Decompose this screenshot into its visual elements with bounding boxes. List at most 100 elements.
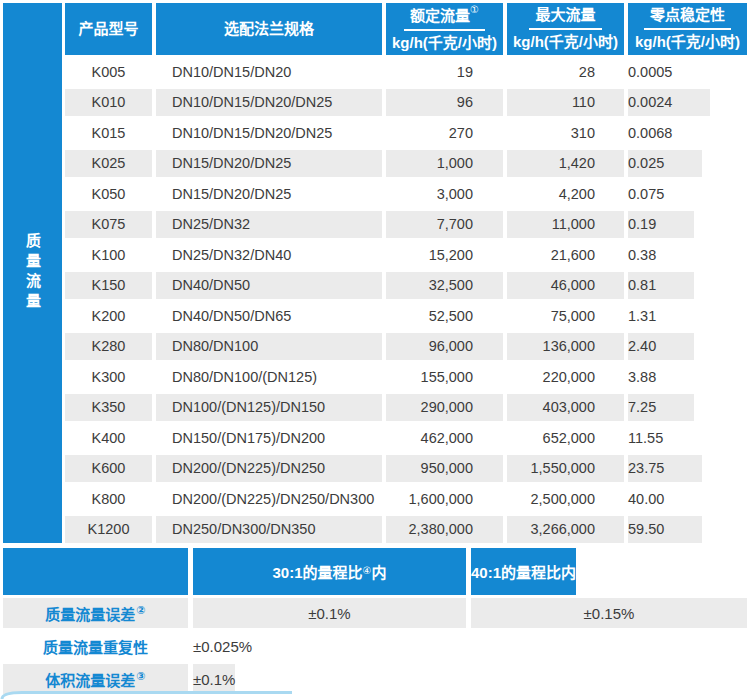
flange-cell: DN40/DN50/DN65 <box>156 302 382 330</box>
max-flow-cell: 28 <box>507 58 624 86</box>
turndown-header-row: 30:1的量程比④内 40:1的量程比内 <box>3 548 747 595</box>
mass-flow-error-value-30: ±0.1% <box>193 598 466 628</box>
model-cell: K015 <box>65 119 152 147</box>
rated-flow-cell: 270 <box>386 119 503 147</box>
model-cell: K400 <box>65 424 152 452</box>
zero-stability-cell: 0.075 <box>628 180 702 208</box>
rated-flow-cell: 7,700 <box>386 211 503 239</box>
accuracy-section: 30:1的量程比④内 40:1的量程比内 质量流量误差② ±0.1% ±0.15… <box>3 548 747 694</box>
flange-cell: DN200/(DN225)/DN250 <box>156 455 382 483</box>
table-row: K280 DN80/DN100 96,000 136,000 2.40 <box>65 333 747 361</box>
zero-stability-cell: 0.19 <box>628 211 694 239</box>
table-row: K015 DN10/DN15/DN20/DN25 270 310 0.0068 <box>65 119 747 147</box>
max-flow-cell: 220,000 <box>507 363 624 391</box>
flange-cell: DN100/(DN125)/DN150 <box>156 394 382 422</box>
flange-cell: DN40/DN50 <box>156 272 382 300</box>
model-cell: K800 <box>65 485 152 513</box>
table-row: K400 DN150/(DN175)/DN200 462,000 652,000… <box>65 424 747 452</box>
max-flow-cell: 403,000 <box>507 394 624 422</box>
model-cell: K050 <box>65 180 152 208</box>
max-flow-cell: 3,266,000 <box>507 516 624 544</box>
flange-cell: DN10/DN15/DN20 <box>156 58 382 86</box>
max-flow-cell: 11,000 <box>507 211 624 239</box>
footnote-2-marker: ② <box>136 604 145 617</box>
table-row: K010 DN10/DN15/DN20/DN25 96 110 0.0024 <box>65 89 747 117</box>
max-flow-cell: 1,420 <box>507 150 624 178</box>
rated-flow-cell: 1,600,000 <box>386 485 503 513</box>
flange-cell: DN25/DN32/DN40 <box>156 241 382 269</box>
model-cell: K280 <box>65 333 152 361</box>
flange-cell: DN15/DN20/DN25 <box>156 180 382 208</box>
model-cell: K025 <box>65 150 152 178</box>
zero-stability-cell: 0.38 <box>628 241 694 269</box>
model-cell: K350 <box>65 394 152 422</box>
repeatability-row: 质量流量重复性 ±0.025% <box>3 632 747 660</box>
model-cell: K005 <box>65 58 152 86</box>
flange-cell: DN80/DN100 <box>156 333 382 361</box>
max-flow-cell: 110 <box>507 89 624 117</box>
zero-stability-cell: 0.025 <box>628 150 702 178</box>
table-row: K200 DN40/DN50/DN65 52,500 75,000 1.31 <box>65 302 747 330</box>
table-row: K050 DN15/DN20/DN25 3,000 4,200 0.075 <box>65 180 747 208</box>
max-flow-cell: 46,000 <box>507 272 624 300</box>
footnote-3-marker: ③ <box>136 670 145 683</box>
zero-stability-cell: 11.55 <box>628 424 701 452</box>
volume-flow-error-row: 体积流量误差③ ±0.1% <box>3 664 747 694</box>
header-zero-unit: kg/h(千克/小时) <box>635 33 740 52</box>
volume-flow-error-value: ±0.1% <box>193 664 235 694</box>
max-flow-cell: 21,600 <box>507 241 624 269</box>
table-header-row: 产品型号 选配法兰规格 额定流量① kg/h(千克/小时) 最大流量 kg/h(… <box>65 3 747 55</box>
zero-stability-cell: 3.88 <box>628 363 694 391</box>
table-row: K800 DN200/(DN225)/DN250/DN300 1,600,000… <box>65 485 747 513</box>
rated-flow-cell: 1,000 <box>386 150 503 178</box>
rated-flow-cell: 32,500 <box>386 272 503 300</box>
header-rated-unit: kg/h(千克/小时) <box>392 34 497 53</box>
zero-stability-cell: 40.00 <box>628 485 702 513</box>
flange-cell: DN80/DN100/(DN125) <box>156 363 382 391</box>
rated-flow-cell: 96 <box>386 89 503 117</box>
mass-flow-error-value-40: ±0.15% <box>471 598 747 628</box>
rated-flow-cell: 290,000 <box>386 394 503 422</box>
footnote-4-marker: ④ <box>363 565 372 576</box>
table-row: K300 DN80/DN100/(DN125) 155,000 220,000 … <box>65 363 747 391</box>
rated-flow-cell: 15,200 <box>386 241 503 269</box>
turndown-30-1-header: 30:1的量程比④内 <box>193 548 466 595</box>
table-row: K100 DN25/DN32/DN40 15,200 21,600 0.38 <box>65 241 747 269</box>
rated-flow-cell: 155,000 <box>386 363 503 391</box>
zero-stability-cell: 7.25 <box>628 394 694 422</box>
spec-table-section: 质量流量 产品型号 选配法兰规格 额定流量① kg/h(千克/小时) 最大流量 … <box>3 3 747 543</box>
zero-stability-cell: 59.50 <box>628 516 702 544</box>
max-flow-cell: 652,000 <box>507 424 624 452</box>
flange-cell: DN150/(DN175)/DN200 <box>156 424 382 452</box>
header-max-flow: 最大流量 kg/h(千克/小时) <box>507 3 624 55</box>
zero-stability-cell: 1.31 <box>628 302 694 330</box>
max-flow-cell: 75,000 <box>507 302 624 330</box>
flow-spec-table: 产品型号 选配法兰规格 额定流量① kg/h(千克/小时) 最大流量 kg/h(… <box>65 3 747 543</box>
rated-flow-cell: 2,380,000 <box>386 516 503 544</box>
model-cell: K600 <box>65 455 152 483</box>
model-cell: K075 <box>65 211 152 239</box>
model-cell: K1200 <box>65 516 152 544</box>
flange-cell: DN10/DN15/DN20/DN25 <box>156 119 382 147</box>
flange-cell: DN200/(DN225)/DN250/DN300 <box>156 485 382 513</box>
rated-flow-cell: 19 <box>386 58 503 86</box>
repeatability-label: 质量流量重复性 <box>3 632 188 660</box>
header-max-unit: kg/h(千克/小时) <box>513 33 618 52</box>
rated-flow-cell: 3,000 <box>386 180 503 208</box>
model-cell: K100 <box>65 241 152 269</box>
rated-flow-cell: 96,000 <box>386 333 503 361</box>
model-cell: K300 <box>65 363 152 391</box>
model-cell: K200 <box>65 302 152 330</box>
table-row: K350 DN100/(DN125)/DN150 290,000 403,000… <box>65 394 747 422</box>
flange-cell: DN250/DN300/DN350 <box>156 516 382 544</box>
max-flow-cell: 310 <box>507 119 624 147</box>
table-body: K005 DN10/DN15/DN20 19 28 0.0005 K010 DN… <box>65 58 747 543</box>
zero-stability-cell: 0.0068 <box>628 119 710 147</box>
header-flange: 选配法兰规格 <box>156 3 382 55</box>
table-row: K025 DN15/DN20/DN25 1,000 1,420 0.025 <box>65 150 747 178</box>
turndown-40-1-header: 40:1的量程比内 <box>471 548 576 595</box>
max-flow-cell: 136,000 <box>507 333 624 361</box>
flange-cell: DN15/DN20/DN25 <box>156 150 382 178</box>
zero-stability-cell: 0.0024 <box>628 89 710 117</box>
mass-flow-error-label: 质量流量误差② <box>3 598 188 628</box>
